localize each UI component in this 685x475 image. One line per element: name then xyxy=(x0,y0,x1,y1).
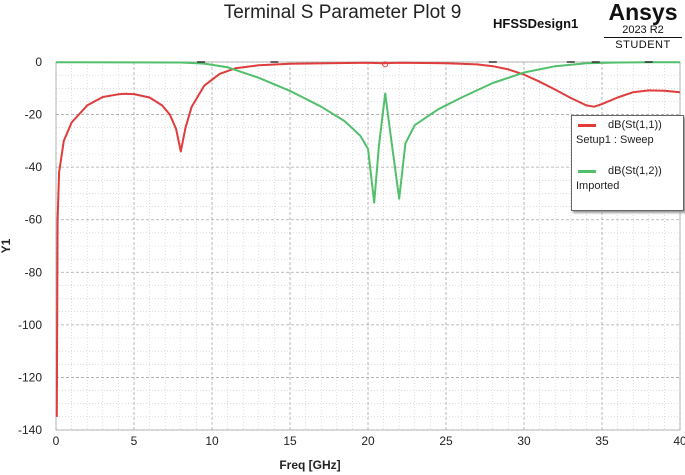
y-tick-label: -120 xyxy=(18,370,42,384)
x-tick-label: 35 xyxy=(595,434,609,448)
y-tick-label: -40 xyxy=(25,160,43,174)
design-name: HFSSDesign1 xyxy=(493,16,579,31)
legend-entry-s11[interactable]: dB(St(1,1)) Setup1 : Sweep xyxy=(572,116,683,162)
legend[interactable]: dB(St(1,1)) Setup1 : Sweep dB(St(1,2)) I… xyxy=(571,115,684,211)
ansys-logo: Ansys 2023 R2 STUDENT xyxy=(604,0,682,53)
legend-label-s11: dB(St(1,1)) xyxy=(608,119,662,131)
y-tick-label: -140 xyxy=(18,423,42,437)
plot-title: Terminal S Parameter Plot 9 xyxy=(223,2,462,23)
y-tick-label: -60 xyxy=(25,213,43,227)
x-tick-label: 30 xyxy=(517,434,531,448)
y-tick-label: -100 xyxy=(18,318,42,332)
x-tick-label: 15 xyxy=(283,434,297,448)
legend-setup-s11: Setup1 : Sweep xyxy=(576,134,654,146)
brand-edition: STUDENT xyxy=(615,39,671,51)
legend-label-s12: dB(St(1,2)) xyxy=(608,165,662,177)
x-axis-title: Freq [GHz] xyxy=(279,458,340,472)
x-tick-label: 10 xyxy=(205,434,219,448)
tick-labels: 0 5 10 15 20 25 30 35 40 0 -20 -40 -60 -80 -100 -120 -14… xyxy=(18,55,685,448)
legend-setup-s12: Imported xyxy=(576,180,620,192)
x-tick-label: 20 xyxy=(361,434,375,448)
series-line-s11 xyxy=(55,61,681,417)
x-tick-label: 0 xyxy=(53,434,60,448)
y-axis-title: Y1 xyxy=(0,238,13,253)
legend-swatch-s12 xyxy=(578,170,596,173)
x-tick-label: 40 xyxy=(673,434,685,448)
brand-name: Ansys xyxy=(608,0,678,25)
trace-marker xyxy=(382,61,389,68)
y-tick-label: -20 xyxy=(25,108,43,122)
legend-swatch-s11 xyxy=(578,124,596,127)
brand-version: 2023 R2 xyxy=(604,24,682,38)
y-tick-label: 0 xyxy=(35,55,42,69)
series-line-s12 xyxy=(55,61,680,204)
series-layer xyxy=(55,61,681,417)
x-tick-label: 5 xyxy=(131,434,138,448)
y-tick-label: -80 xyxy=(25,265,43,279)
legend-entry-s12[interactable]: dB(St(1,2)) Imported xyxy=(572,162,683,208)
x-tick-label: 25 xyxy=(439,434,453,448)
